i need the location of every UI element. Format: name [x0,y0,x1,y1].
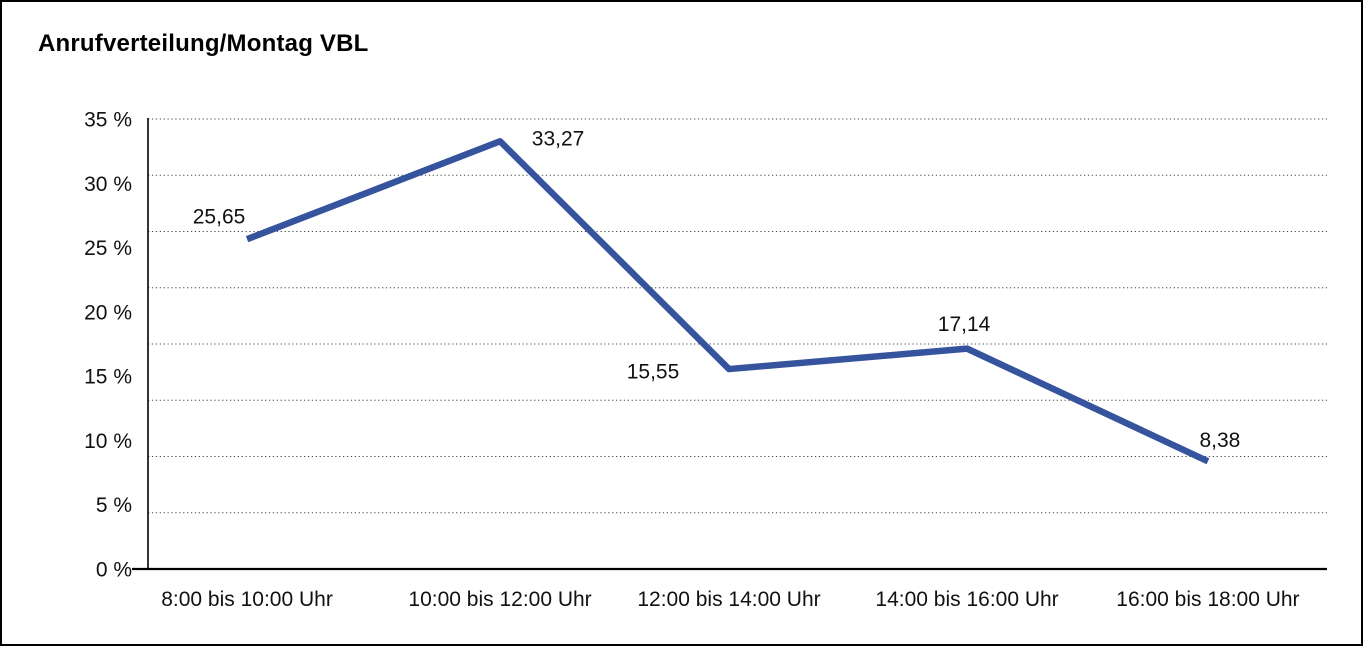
y-axis-tick-label: 15 % [84,366,132,389]
data-point-label: 25,65 [193,206,246,229]
y-axis-tick-label: 20 % [84,301,132,324]
x-axis-tick-label: 12:00 bis 14:00 Uhr [637,588,820,611]
data-point-label: 33,27 [532,128,585,151]
y-axis-tick-label: 35 % [84,109,132,132]
data-point-label: 8,38 [1199,429,1240,452]
x-axis-tick-label: 14:00 bis 16:00 Uhr [875,588,1058,611]
y-axis-tick-label: 0 % [96,559,132,582]
y-axis-tick-label: 5 % [96,494,132,517]
y-axis-tick-label: 25 % [84,237,132,260]
data-point-label: 15,55 [627,361,680,384]
x-axis-tick-label: 16:00 bis 18:00 Uhr [1116,588,1299,611]
y-axis-tick-label: 30 % [84,173,132,196]
y-axis-tick-label: 10 % [84,430,132,453]
series-line [245,137,1210,465]
x-axis-tick-label: 10:00 bis 12:00 Uhr [408,588,591,611]
x-axis-tick-label: 8:00 bis 10:00 Uhr [161,588,333,611]
chart-title: Anrufverteilung/Montag VBL [38,30,369,57]
data-point-label: 17,14 [938,313,991,336]
